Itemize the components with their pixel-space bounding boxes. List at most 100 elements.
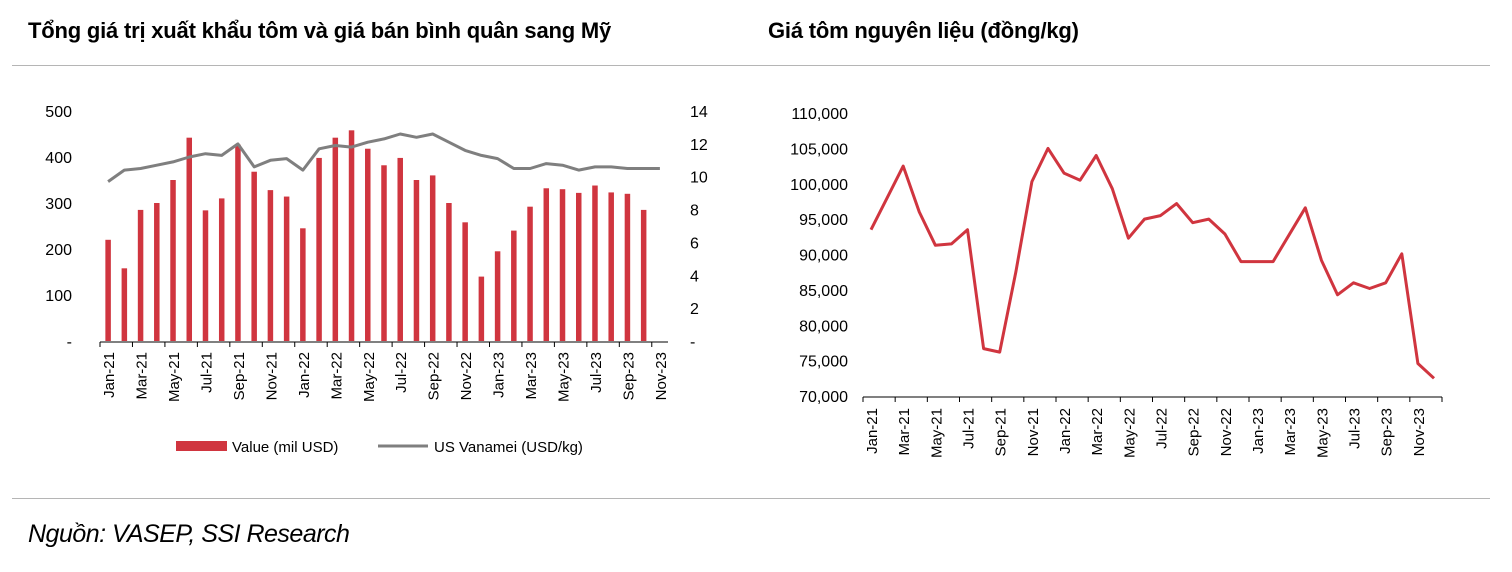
right-y-tick-label: 8 <box>690 203 699 220</box>
value-bar <box>429 175 436 341</box>
value-bar <box>624 193 631 341</box>
x-tick-label: Nov-23 <box>1411 408 1428 456</box>
x-tick-label: Jan-22 <box>296 352 313 398</box>
value-bar <box>300 228 306 341</box>
right-y-tick-label: 14 <box>690 104 708 121</box>
value-bar <box>137 209 144 341</box>
x-tick-label: Mar-22 <box>328 352 345 400</box>
value-bar <box>251 171 257 341</box>
value-bar <box>235 144 241 341</box>
right-y-tick-label: 4 <box>690 268 699 285</box>
left-y-tick-label: 400 <box>45 150 72 167</box>
left-y-tick-label: 100 <box>45 288 72 305</box>
y-tick-label: 95,000 <box>799 212 848 229</box>
value-bar <box>592 185 598 341</box>
left-y-tick-label: 200 <box>45 242 72 259</box>
x-tick-label: Mar-21 <box>134 352 151 400</box>
y-tick-label: 90,000 <box>799 248 848 265</box>
x-tick-label: Sep-22 <box>1186 408 1203 456</box>
legend-bar-label: Value (mil USD) <box>232 439 338 456</box>
value-bar <box>559 189 566 341</box>
value-bar <box>543 188 550 341</box>
x-tick-label: May-22 <box>361 352 378 402</box>
x-tick-label: May-21 <box>928 408 945 458</box>
x-tick-label: May-23 <box>556 352 573 402</box>
value-bar <box>365 148 371 341</box>
x-tick-label: Jan-23 <box>1250 408 1267 454</box>
x-tick-label: Mar-22 <box>1089 408 1106 456</box>
right-y-tick-label: 6 <box>690 235 699 252</box>
x-tick-label: Nov-21 <box>263 352 280 400</box>
value-bar <box>121 268 128 341</box>
x-tick-label: Jul-23 <box>588 352 605 393</box>
value-bar <box>170 180 176 341</box>
x-tick-label: Sep-21 <box>993 408 1010 456</box>
x-tick-label: Jan-23 <box>491 352 508 398</box>
y-tick-label: 100,000 <box>790 177 848 194</box>
legend-line-label: US Vanamei (USD/kg) <box>434 439 583 456</box>
y-tick-label: 85,000 <box>799 283 848 300</box>
x-tick-label: Nov-22 <box>458 352 475 400</box>
x-tick-label: Sep-21 <box>231 352 248 400</box>
value-bar <box>575 192 582 341</box>
y-tick-label: 75,000 <box>799 354 848 371</box>
value-bar <box>462 222 468 341</box>
x-tick-label: Sep-23 <box>620 352 637 400</box>
x-tick-label: Jul-22 <box>1154 408 1171 449</box>
x-tick-label: Nov-23 <box>653 352 670 400</box>
x-tick-label: Sep-22 <box>426 352 443 400</box>
x-tick-label: Jul-22 <box>393 352 410 393</box>
right-y-tick-label: 12 <box>690 137 708 154</box>
value-bar <box>316 157 322 341</box>
x-tick-label: May-21 <box>166 352 183 402</box>
vanamei-price-line <box>107 132 660 183</box>
export-value-chart: 500 400 300 200 100 - 14 12 10 8 6 4 2 - Jan-21 Mar-21 M… <box>45 104 708 456</box>
raw-shrimp-price-line <box>869 146 1436 380</box>
value-bar <box>105 239 111 341</box>
x-tick-label: Jan-21 <box>864 408 881 454</box>
value-bar <box>283 196 290 341</box>
x-tick-label: Jul-23 <box>1347 408 1364 449</box>
value-bar <box>348 130 355 341</box>
x-tick-label: Jan-22 <box>1057 408 1074 454</box>
y-tick-label: 70,000 <box>799 389 848 406</box>
left-y-tick-label: - <box>67 334 72 351</box>
left-y-tick-label: 300 <box>45 196 72 213</box>
left-chart-title: Tổng giá trị xuất khẩu tôm và giá bán bì… <box>28 18 612 43</box>
legend-bar-swatch <box>176 441 227 451</box>
value-bar <box>608 192 614 341</box>
x-tick-label: Mar-21 <box>896 408 913 456</box>
x-tick-label: Jul-21 <box>961 408 978 449</box>
left-y-tick-label: 500 <box>45 104 72 121</box>
value-bar <box>494 251 501 341</box>
y-tick-label: 80,000 <box>799 318 848 335</box>
value-bar <box>186 137 193 341</box>
x-tick-label: Mar-23 <box>523 352 540 400</box>
top-divider <box>12 65 1490 66</box>
x-tick-label: Sep-23 <box>1379 408 1396 456</box>
right-chart-title: Giá tôm nguyên liệu (đồng/kg) <box>768 18 1079 43</box>
y-tick-label: 105,000 <box>790 141 848 158</box>
x-tick-label: Jan-21 <box>101 352 118 398</box>
value-bar <box>154 203 160 341</box>
value-bar <box>397 157 403 341</box>
value-bar <box>218 198 225 341</box>
x-tick-label: May-23 <box>1314 408 1331 458</box>
value-bar <box>202 210 209 341</box>
right-y-tick-label: 2 <box>690 301 699 318</box>
value-bar <box>381 165 387 341</box>
right-y-tick-label: 10 <box>690 170 708 187</box>
value-bar <box>267 190 274 341</box>
x-tick-label: May-22 <box>1121 408 1138 458</box>
x-tick-label: Mar-23 <box>1282 408 1299 456</box>
value-bar <box>332 137 339 341</box>
source-note: Nguồn: VASEP, SSI Research <box>28 520 350 548</box>
raw-shrimp-price-chart: 110,000 105,000 100,000 95,000 90,000 85,000 8… <box>790 106 1443 458</box>
value-bar <box>527 206 533 341</box>
value-bar <box>413 180 420 341</box>
value-bar <box>446 203 452 341</box>
right-y-tick-label: - <box>690 334 695 351</box>
x-tick-label: Jul-21 <box>198 352 215 393</box>
y-tick-label: 110,000 <box>791 106 848 123</box>
x-tick-label: Nov-21 <box>1025 408 1042 456</box>
